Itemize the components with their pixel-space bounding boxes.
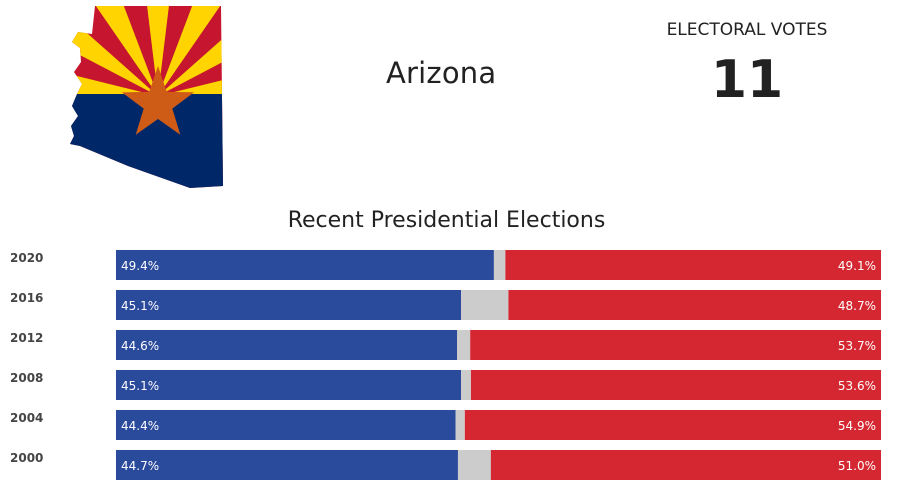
elections-bar-chart: 2020 49.4% 49.1% 2016 45.1% 48.7% 2012 44.6% 53.… bbox=[10, 250, 881, 480]
left-value-label: 45.1% bbox=[121, 379, 159, 393]
year-label: 2020 bbox=[10, 251, 43, 265]
left-value-label: 44.6% bbox=[121, 339, 159, 353]
right-value-label: 54.9% bbox=[838, 419, 876, 433]
year-label: 2000 bbox=[10, 451, 43, 465]
electoral-votes-value: 11 bbox=[710, 50, 784, 110]
left-value-label: 49.4% bbox=[121, 259, 159, 273]
right-value-label: 53.7% bbox=[838, 339, 876, 353]
flag-ray bbox=[158, 48, 223, 96]
left-value-label: 44.4% bbox=[121, 419, 159, 433]
arizona-state-flag-shape bbox=[70, 6, 223, 188]
bar-segment-2 bbox=[457, 330, 471, 360]
right-value-label: 49.1% bbox=[838, 259, 876, 273]
state-name: Arizona bbox=[386, 56, 497, 90]
year-label: 2016 bbox=[10, 291, 43, 305]
bar-segment-3 bbox=[505, 250, 881, 280]
flag-star-icon bbox=[121, 66, 195, 135]
bar-segment-3 bbox=[490, 450, 881, 480]
flag-fill bbox=[70, 6, 223, 188]
right-value-label: 48.7% bbox=[838, 299, 876, 313]
bar-segment-2 bbox=[493, 250, 506, 280]
left-value-label: 45.1% bbox=[121, 299, 159, 313]
bar-segment-1 bbox=[116, 250, 494, 280]
bar-segment-1 bbox=[116, 410, 456, 440]
right-value-label: 53.6% bbox=[838, 379, 876, 393]
flag-ray bbox=[158, 6, 223, 96]
bar-segment-1 bbox=[116, 330, 458, 360]
flag-ray bbox=[158, 6, 223, 96]
year-label: 2012 bbox=[10, 331, 43, 345]
bar-segment-1 bbox=[116, 450, 458, 480]
bar-segment-2 bbox=[455, 410, 465, 440]
bar-segment-2 bbox=[457, 450, 491, 480]
year-label: 2004 bbox=[10, 411, 43, 425]
flag-ray bbox=[70, 6, 158, 96]
left-value-label: 44.7% bbox=[121, 459, 159, 473]
bar-segment-3 bbox=[508, 290, 881, 320]
chart-title: Recent Presidential Elections bbox=[287, 208, 606, 233]
right-value-label: 51.0% bbox=[838, 459, 876, 473]
year-label: 2008 bbox=[10, 371, 43, 385]
flag-ray bbox=[70, 48, 158, 96]
bar-segment-3 bbox=[470, 370, 881, 400]
bar-segment-3 bbox=[470, 330, 881, 360]
bar-segment-2 bbox=[461, 370, 471, 400]
electoral-votes-label: ELECTORAL VOTES bbox=[666, 20, 828, 40]
bar-segment-1 bbox=[116, 290, 462, 320]
flag-ray bbox=[70, 6, 158, 96]
bar-segment-2 bbox=[461, 290, 509, 320]
bar-segment-3 bbox=[464, 410, 881, 440]
bar-segment-1 bbox=[116, 370, 462, 400]
